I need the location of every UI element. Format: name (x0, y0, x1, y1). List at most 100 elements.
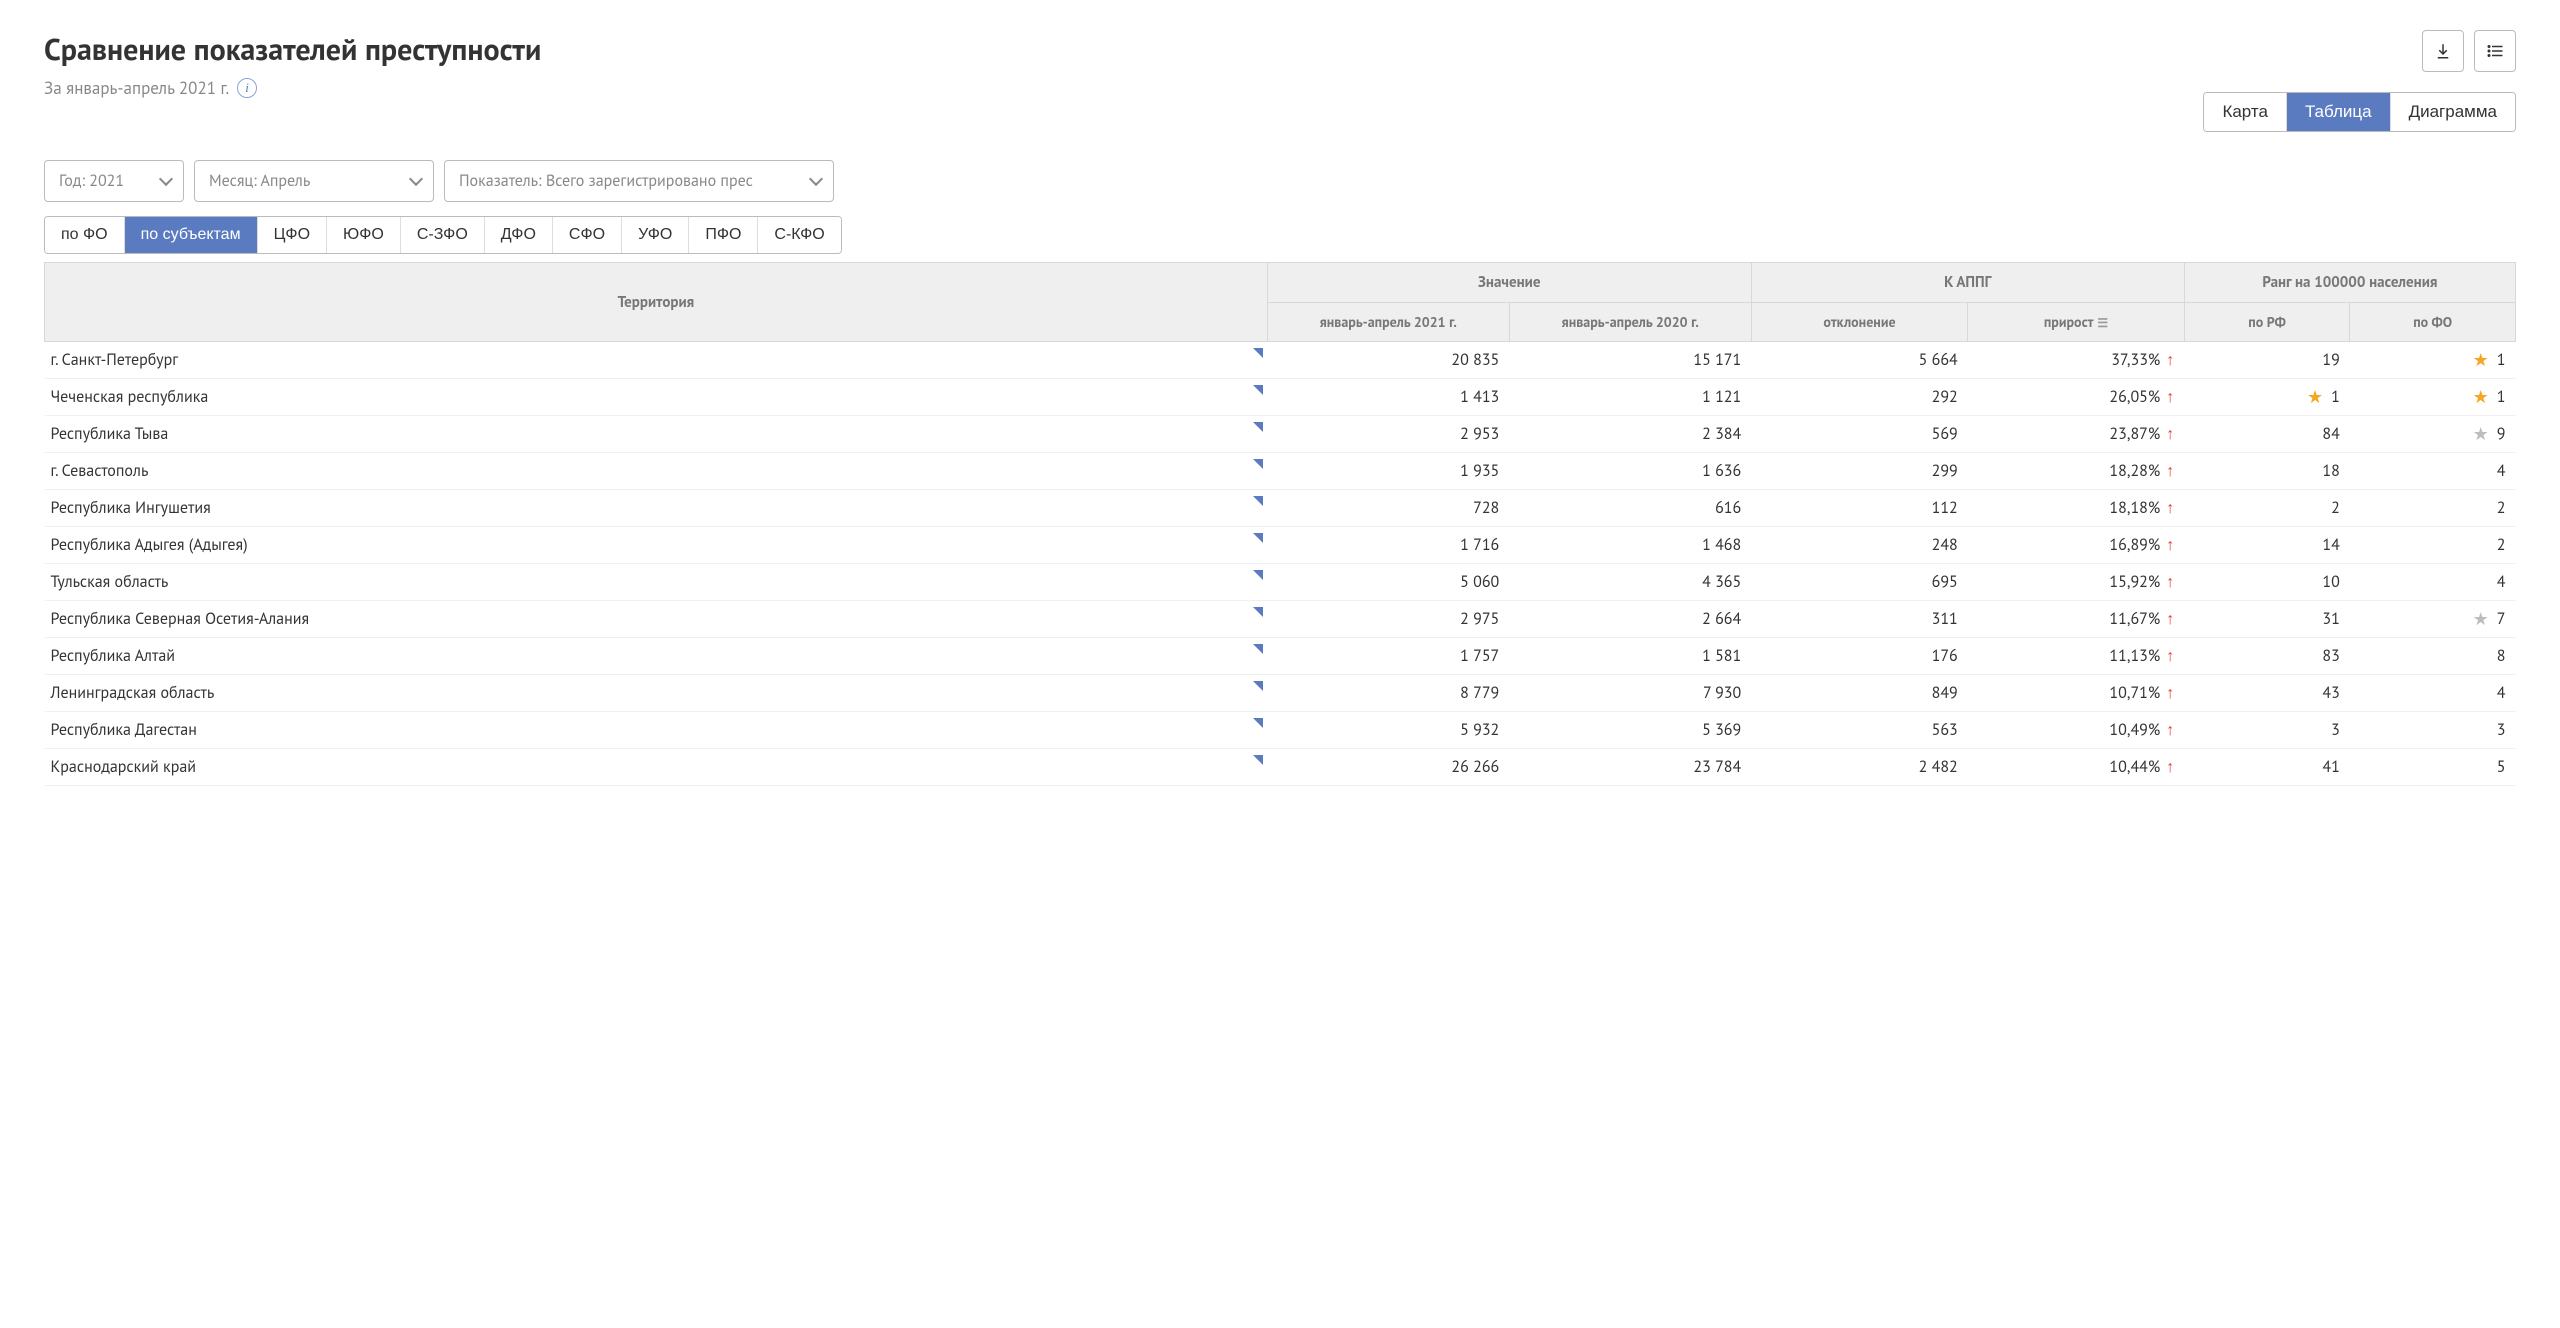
table-row[interactable]: Республика Тыва2 9532 38456923,87%↑84★9 (45, 416, 2516, 453)
arrow-up-icon: ↑ (2166, 648, 2174, 664)
year-select-label: Год: 2021 (59, 171, 124, 191)
cell: 41 (2184, 749, 2350, 786)
cell: 83 (2184, 638, 2350, 675)
rank-value: 18 (2322, 461, 2339, 481)
col-deviation[interactable]: отклонение (1751, 303, 1968, 342)
cell: 1 581 (1509, 638, 1751, 675)
month-select[interactable]: Месяц: Апрель (194, 160, 434, 202)
region-tab-4[interactable]: С-ЗФО (401, 217, 485, 253)
view-toggle-Карта[interactable]: Карта (2204, 93, 2287, 131)
rank-value: 1 (2497, 350, 2506, 370)
cell: 112 (1751, 490, 1968, 527)
table-row[interactable]: Ленинградская область8 7797 93084910,71%… (45, 675, 2516, 712)
rank-value: 5 (2497, 757, 2506, 777)
month-select-label: Месяц: Апрель (209, 171, 310, 191)
territory-cell: Республика Дагестан (45, 712, 1268, 749)
cell: 1 935 (1267, 453, 1509, 490)
territory-cell: Краснодарский край (45, 749, 1268, 786)
cell: 1 468 (1509, 527, 1751, 564)
colgroup-appg: К АППГ (1751, 263, 2184, 303)
cell: 2 953 (1267, 416, 1509, 453)
cell: 5 369 (1509, 712, 1751, 749)
table-row[interactable]: Республика Алтай1 7571 58117611,13%↑838 (45, 638, 2516, 675)
cell: 1 636 (1509, 453, 1751, 490)
page-subtitle: За январь-апрель 2021 г. (44, 77, 229, 99)
cell: 8 779 (1267, 675, 1509, 712)
territory-cell: г. Севастополь (45, 453, 1268, 490)
territory-cell: Республика Северная Осетия-Алания (45, 601, 1268, 638)
cell: 16,89% ↑ (1968, 527, 2185, 564)
cell: ★7 (2350, 601, 2516, 638)
view-toggle: КартаТаблицаДиаграмма (2203, 92, 2516, 132)
arrow-up-icon: ↑ (2166, 759, 2174, 775)
region-tab-5[interactable]: ДФО (485, 217, 553, 253)
cell: 569 (1751, 416, 1968, 453)
table-row[interactable]: Краснодарский край26 26623 7842 48210,44… (45, 749, 2516, 786)
list-view-button[interactable] (2474, 30, 2516, 72)
growth-value: 37,33% (2111, 350, 2160, 370)
region-tab-7[interactable]: УФО (622, 217, 689, 253)
arrow-up-icon: ↑ (2166, 463, 2174, 479)
territory-cell: Республика Тыва (45, 416, 1268, 453)
indicator-select[interactable]: Показатель: Всего зарегистрировано прес (444, 160, 834, 202)
rank-value: 43 (2322, 683, 2339, 703)
growth-value: 10,44% (2109, 757, 2160, 777)
view-toggle-Диаграмма[interactable]: Диаграмма (2391, 93, 2515, 131)
cell: 4 (2350, 564, 2516, 601)
cell: 15,92%↑ (1968, 564, 2185, 601)
rank-value: 2 (2331, 498, 2340, 518)
star-icon: ★ (2473, 351, 2489, 369)
col-territory[interactable]: Территория (45, 263, 1268, 342)
col-rank-fo[interactable]: по ФО (2350, 303, 2516, 342)
growth-value: 10,49% (2109, 720, 2160, 740)
region-tab-8[interactable]: ПФО (689, 217, 758, 253)
cell: 23 784 (1509, 749, 1751, 786)
arrow-up-icon: ↑ (2166, 722, 2174, 738)
region-tab-9[interactable]: С-КФО (758, 217, 840, 253)
rank-value: 19 (2322, 350, 2339, 370)
region-tab-3[interactable]: ЮФО (327, 217, 401, 253)
colgroup-rank: Ранг на 100000 населения (2184, 263, 2515, 303)
growth-value: 16,89% (2109, 535, 2160, 555)
col-value-2020[interactable]: январь-апрель 2020 г. (1509, 303, 1751, 342)
rank-value: 31 (2322, 609, 2339, 629)
growth-value: 18,18% (2109, 498, 2160, 518)
region-tab-2[interactable]: ЦФО (258, 217, 327, 253)
cell: 2 (2350, 490, 2516, 527)
table-row[interactable]: г. Севастополь1 9351 63629918,28%↑184 (45, 453, 2516, 490)
cell: ★9 (2350, 416, 2516, 453)
growth-value: 26,05% (2109, 387, 2160, 407)
arrow-up-icon: ↑ (2166, 685, 2174, 701)
table-row[interactable]: Республика Ингушетия72861611218,18%↑22 (45, 490, 2516, 527)
info-icon[interactable]: i (237, 78, 257, 98)
col-growth[interactable]: прирост☰ (1968, 303, 2185, 342)
table-row[interactable]: Республика Северная Осетия-Алания2 9752 … (45, 601, 2516, 638)
territory-cell: Ленинградская область (45, 675, 1268, 712)
download-button[interactable] (2422, 30, 2464, 72)
star-icon: ★ (2307, 388, 2323, 406)
cell: 2 384 (1509, 416, 1751, 453)
arrow-up-icon: ↑ (2166, 537, 2174, 553)
cell: 10,71%↑ (1968, 675, 2185, 712)
table-row[interactable]: Республика Адыгея (Адыгея)1 7161 4682481… (45, 527, 2516, 564)
region-tab-6[interactable]: СФО (553, 217, 622, 253)
table-row[interactable]: Чеченская республика1 4131 12129226,05%↑… (45, 379, 2516, 416)
cell: 18 (2184, 453, 2350, 490)
cell: 5 932 (1267, 712, 1509, 749)
cell: 4 (2350, 453, 2516, 490)
table-row[interactable]: г. Санкт-Петербург20 83515 1715 66437,33… (45, 342, 2516, 379)
table-row[interactable]: Тульская область5 0604 36569515,92%↑104 (45, 564, 2516, 601)
table-row[interactable]: Республика Дагестан5 9325 36956310,49%↑3… (45, 712, 2516, 749)
col-value-2021[interactable]: январь-апрель 2021 г. (1267, 303, 1509, 342)
region-tab-1[interactable]: по субъектам (125, 217, 258, 253)
cell: 299 (1751, 453, 1968, 490)
cell: 14 (2184, 527, 2350, 564)
view-toggle-Таблица[interactable]: Таблица (2287, 93, 2391, 131)
year-select[interactable]: Год: 2021 (44, 160, 184, 202)
rank-value: 83 (2322, 646, 2339, 666)
col-rank-rf[interactable]: по РФ (2184, 303, 2350, 342)
region-tab-0[interactable]: по ФО (45, 217, 125, 253)
cell: ★1 (2350, 342, 2516, 379)
rank-value: 41 (2322, 757, 2339, 777)
cell: 695 (1751, 564, 1968, 601)
